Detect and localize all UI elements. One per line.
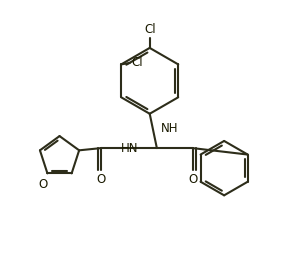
Text: O: O <box>38 178 48 191</box>
Text: HN: HN <box>121 142 139 155</box>
Text: Cl: Cl <box>131 56 143 69</box>
Text: NH: NH <box>160 121 178 135</box>
Text: Cl: Cl <box>144 23 156 36</box>
Text: O: O <box>96 173 106 186</box>
Text: O: O <box>188 173 197 186</box>
